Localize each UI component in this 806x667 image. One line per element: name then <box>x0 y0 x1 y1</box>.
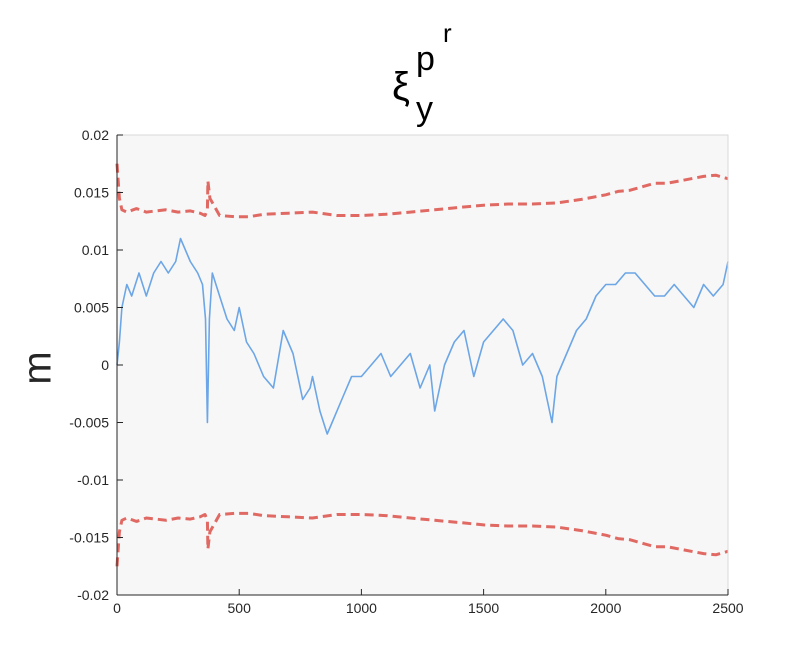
y-tick-label: -0.015 <box>69 530 109 546</box>
upper-bound-line <box>115 163 729 219</box>
y-tick-label: -0.01 <box>77 472 109 488</box>
x-tick-label: 1500 <box>468 600 499 616</box>
chart-title: ξ y p r <box>392 18 452 128</box>
y-tick-label: 0.005 <box>74 300 109 316</box>
y-axis-label: m <box>16 351 60 384</box>
signal-line <box>116 237 729 435</box>
y-tick-label: -0.02 <box>77 587 109 603</box>
y-tick-label: 0 <box>101 357 109 373</box>
x-tick-label: 0 <box>113 600 121 616</box>
lower-bound-line <box>115 511 729 567</box>
y-ticks: -0.02 -0.015 -0.01 -0.005 0 0.005 0.01 0.015 0.0… <box>69 127 123 603</box>
y-tick-label: 0.02 <box>82 127 109 143</box>
title-superscript-sup: r <box>443 18 452 48</box>
series-layer <box>115 163 729 567</box>
x-ticks: 0 500 1000 1500 2000 2500 <box>113 589 744 616</box>
x-tick-label: 2000 <box>590 600 621 616</box>
y-tick-label: -0.005 <box>69 415 109 431</box>
y-tick-label: 0.01 <box>82 242 109 258</box>
x-tick-label: 2500 <box>712 600 743 616</box>
y-tick-label: 0.015 <box>74 185 109 201</box>
title-subscript: y <box>416 90 433 128</box>
title-superscript-base: p <box>416 40 435 78</box>
x-tick-label: 500 <box>228 600 252 616</box>
x-tick-label: 1000 <box>346 600 377 616</box>
title-symbol: ξ <box>392 65 410 109</box>
